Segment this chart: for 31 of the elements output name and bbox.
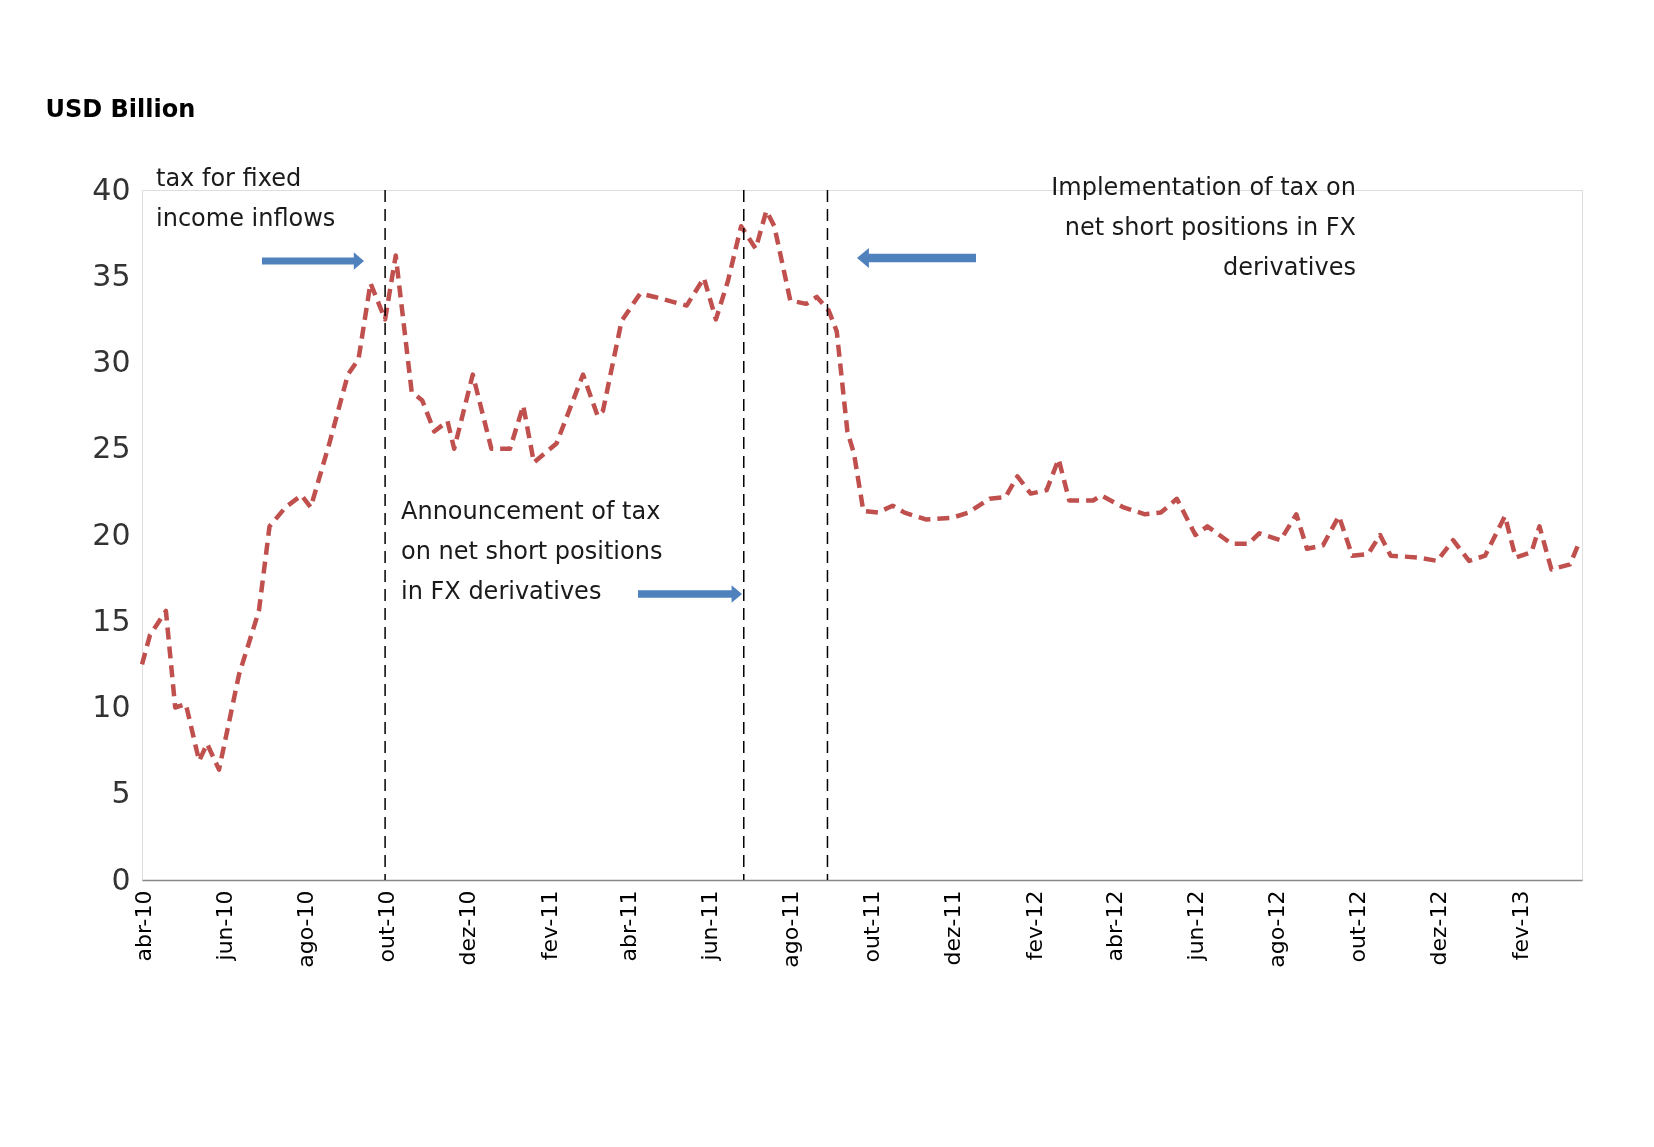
x-tick-label: abr-12 (1101, 890, 1127, 962)
y-tick-label: 40 (92, 171, 131, 207)
x-tick-label: fev-13 (1508, 890, 1534, 961)
x-tick-label: dez-11 (939, 890, 965, 966)
x-tick-label: out-12 (1345, 890, 1370, 963)
x-tick-label: ago-12 (1263, 890, 1289, 968)
x-tick-label: ago-11 (777, 890, 803, 968)
x-tick-label: jun-12 (1182, 890, 1208, 962)
y-tick-label: 25 (92, 430, 131, 466)
x-tick-label: dez-10 (454, 890, 480, 966)
annotation: Implementation of tax on net short positions in FX derivatives (1051, 173, 1356, 281)
annotation: tax for fixed income inflows (156, 164, 336, 232)
x-tick-label: jun-10 (211, 890, 237, 962)
y-tick-label: 0 (111, 861, 131, 897)
x-tick-label: dez-12 (1426, 890, 1452, 966)
y-tick-label: 30 (92, 344, 131, 379)
x-tick-label: ago-10 (292, 890, 318, 968)
x-tick-label: fev-12 (1022, 890, 1048, 961)
x-tick-label: out-10 (373, 890, 399, 963)
y-tick-label: 10 (92, 689, 131, 724)
x-tick-label: jun-11 (696, 890, 722, 962)
y-tick-label: 15 (92, 602, 131, 638)
y-axis-title: USD Billion (45, 94, 196, 123)
x-tick-label: out-11 (858, 890, 884, 963)
y-tick-label: 20 (92, 516, 131, 552)
y-tick-label: 5 (111, 775, 131, 811)
x-tick-label: abr-10 (130, 890, 156, 962)
y-tick-label: 35 (92, 257, 131, 293)
annotation: Announcement of tax on net short positions in FX derivatives (401, 497, 663, 605)
x-tick-label: abr-11 (615, 890, 641, 962)
x-tick-label: fev-11 (537, 890, 563, 961)
